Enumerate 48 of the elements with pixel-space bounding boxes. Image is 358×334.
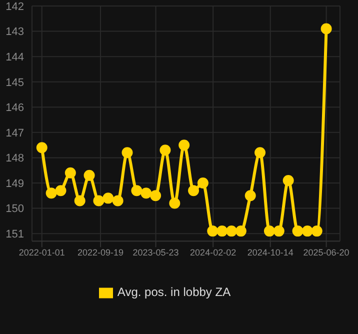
point [122,147,133,158]
point [150,190,162,202]
x-tick-label: 2025-06-20 [303,248,350,258]
x-tick-label: 2023-05-23 [132,248,179,258]
point [84,170,95,181]
point [178,140,190,151]
point [244,190,256,202]
point [64,167,76,178]
y-tick-label: 145 [6,76,24,89]
x-tick-label: 2024-02-02 [190,248,236,258]
point [36,142,48,154]
point [264,226,275,237]
y-tick-label: 147 [6,127,24,140]
point [160,144,171,156]
point [273,226,284,237]
y-tick-label: 142 [6,0,24,13]
x-tick-label: 2024-10-14 [247,248,294,258]
point [216,226,228,237]
y-tick-label: 151 [6,228,24,240]
y-tick-label: 149 [6,178,24,190]
point [188,185,200,196]
point [292,226,304,237]
point [197,178,208,189]
y-tick-label: 144 [6,51,24,64]
point [93,195,104,206]
point [254,147,266,158]
point [131,185,142,196]
point [55,185,66,196]
point [226,226,237,237]
legend-label: Avg. pos. in lobby ZA [117,285,231,300]
point [74,195,86,206]
point [102,192,114,204]
x-tick-label: 2022-01-01 [18,248,65,258]
x-tick-label: 2022-09-19 [77,248,124,258]
point [169,198,180,209]
point [207,226,218,237]
y-tick-label: 150 [6,203,24,216]
y-tick-label: 143 [6,26,24,38]
point [311,226,322,237]
y-tick-label: 146 [6,102,24,114]
point [112,195,124,206]
point [302,226,313,237]
point [320,23,332,34]
point [46,188,57,199]
y-tick-label: 148 [6,152,24,165]
point [140,188,152,199]
point [282,174,294,186]
point [235,226,246,237]
